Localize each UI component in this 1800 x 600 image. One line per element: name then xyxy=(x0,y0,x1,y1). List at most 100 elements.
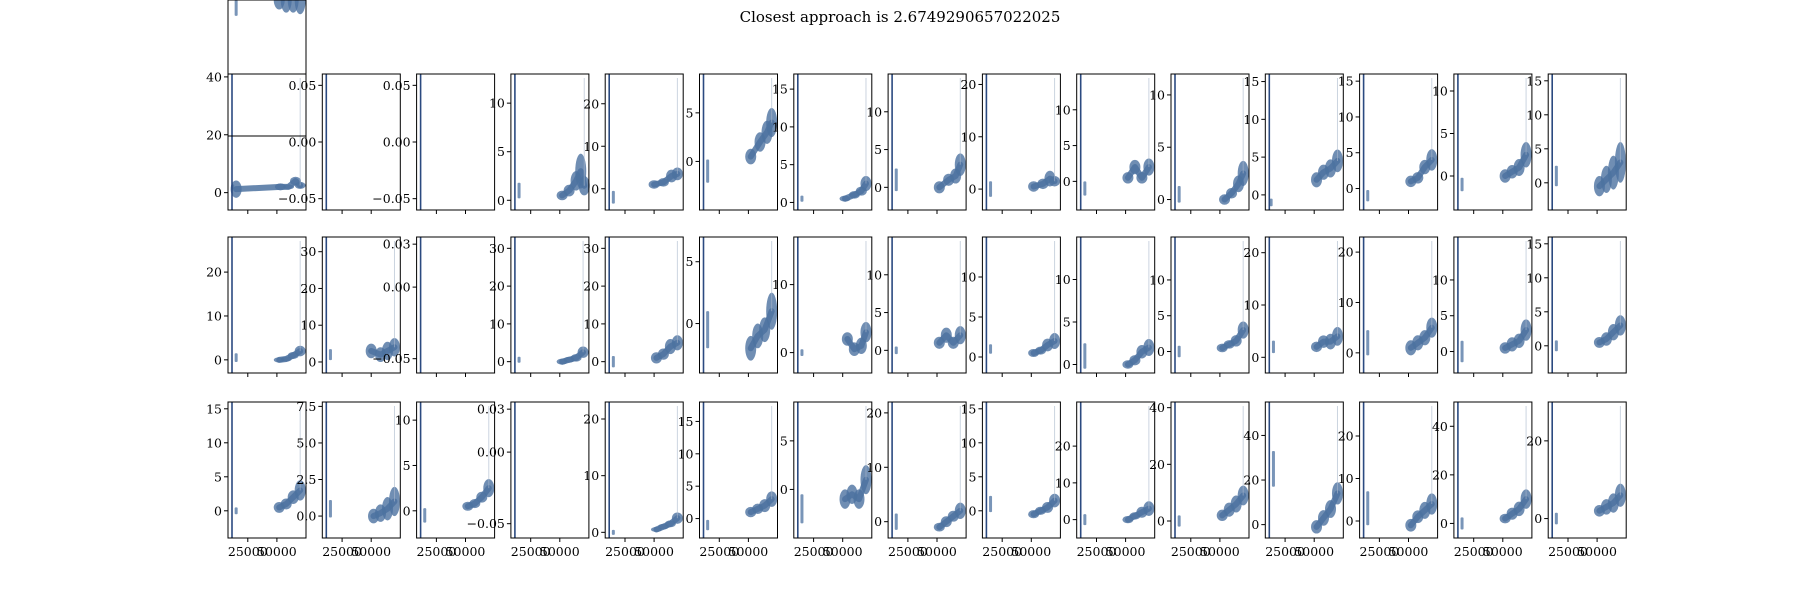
y-tick-label: 0 xyxy=(214,352,222,367)
y-tick-label: 0 xyxy=(591,181,599,196)
y-tick-label: 0 xyxy=(1063,174,1071,189)
subplot-1-9: 0 10 20 xyxy=(960,73,1061,214)
y-tick-label: 10 xyxy=(206,308,222,323)
y-tick-label: 5 xyxy=(780,433,788,448)
y-tick-label: 20 xyxy=(300,281,316,296)
y-tick-label: 0 xyxy=(1440,344,1448,359)
subplot-2-2: 0 10 20 30 xyxy=(300,236,401,377)
y-tick-label: 0.03 xyxy=(477,402,505,417)
y-tick-label: 0 xyxy=(1157,192,1165,207)
y-tick-label: 10 xyxy=(1338,471,1354,486)
y-tick-label: −0.05 xyxy=(467,516,505,531)
y-tick-label: 7.5 xyxy=(296,399,316,414)
scatter-band xyxy=(1407,501,1435,529)
y-tick-label: 10 xyxy=(960,435,976,450)
y-tick-label: 0 xyxy=(686,316,694,331)
axes-frame xyxy=(416,401,496,539)
x-tick-label: 25000 xyxy=(699,544,739,559)
subplot-2-13: 0 10 20 xyxy=(1338,236,1439,377)
scatter-point xyxy=(1177,345,1181,358)
x-tick-label: 50000 xyxy=(1200,544,1240,559)
subplot-2-9: 0 5 10 xyxy=(960,236,1061,377)
y-tick-label: 15 xyxy=(1243,74,1259,89)
y-tick-label: 20 xyxy=(1338,429,1354,444)
axes-frame xyxy=(981,401,1061,539)
axes-frame xyxy=(227,0,307,137)
y-tick-label: 0 xyxy=(780,195,788,210)
y-tick-label: 10 xyxy=(489,96,505,111)
x-tick-label: 50000 xyxy=(1011,544,1051,559)
y-tick-label: 0 xyxy=(874,514,882,529)
y-tick-label: 0 xyxy=(403,503,411,518)
axes-frame xyxy=(1547,73,1627,211)
axes-frame xyxy=(1453,236,1533,374)
axes-frame xyxy=(793,73,873,211)
x-tick-label: 50000 xyxy=(1577,544,1617,559)
axes-frame xyxy=(699,401,778,539)
y-tick-label: 10 xyxy=(1432,272,1448,287)
scatter-point xyxy=(1177,185,1181,203)
y-tick-label: 0 xyxy=(214,185,222,200)
scatter-band xyxy=(1221,170,1247,203)
y-tick-label: 10 xyxy=(772,119,788,134)
scatter-point xyxy=(1554,340,1558,352)
scatter-band xyxy=(936,332,964,346)
y-tick-label: 0 xyxy=(214,503,222,518)
scatter-band xyxy=(936,507,964,531)
x-tick-label: 50000 xyxy=(1106,544,1146,559)
x-tick-label: 50000 xyxy=(257,544,297,559)
y-tick-label: 0 xyxy=(497,193,505,208)
scatter-band xyxy=(651,170,681,188)
y-tick-label: 5 xyxy=(686,479,694,494)
scatter-point xyxy=(1269,198,1273,207)
subplot-1-4: 0 5 10 xyxy=(489,73,590,214)
x-tick-label: 50000 xyxy=(540,544,580,559)
subplot-2-12: 0 10 20 xyxy=(1243,236,1344,377)
y-tick-label: 2.5 xyxy=(296,472,316,487)
y-tick-label: 0 xyxy=(1440,169,1448,184)
scatter-point xyxy=(1460,177,1464,192)
y-tick-label: 20 xyxy=(1432,467,1448,482)
axes-frame xyxy=(1170,73,1250,211)
y-tick-label: 10 xyxy=(866,104,882,119)
y-tick-label: 0.03 xyxy=(383,237,411,252)
scatter-band xyxy=(842,476,869,503)
y-tick-label: 10 xyxy=(678,446,694,461)
y-tick-label: 10 xyxy=(1432,84,1448,99)
scatter-band xyxy=(1502,496,1530,522)
y-tick-label: 5 xyxy=(1440,126,1448,141)
y-tick-label: 0 xyxy=(308,354,316,369)
y-tick-label: 5 xyxy=(1063,315,1071,330)
scatter-band xyxy=(1030,175,1058,190)
y-tick-label: 0 xyxy=(1534,175,1542,190)
scatter-band xyxy=(1030,338,1058,356)
axes-frame xyxy=(699,73,778,211)
scatter-point xyxy=(989,344,993,354)
subplot-2-11: 0 5 10 xyxy=(1149,236,1250,377)
y-tick-label: 10 xyxy=(395,413,411,428)
x-tick-label: 25000 xyxy=(1171,544,1211,559)
axes-frame xyxy=(887,236,967,374)
scatter-point xyxy=(706,159,710,183)
x-tick-label: 25000 xyxy=(511,544,551,559)
scatter-band xyxy=(1124,344,1152,368)
y-tick-label: 20 xyxy=(489,279,505,294)
y-tick-label: 0 xyxy=(1157,514,1165,529)
axes-frame xyxy=(1170,236,1250,374)
x-tick-label: 25000 xyxy=(794,544,834,559)
y-tick-label: 10 xyxy=(1243,298,1259,313)
axes-frame xyxy=(1547,401,1627,539)
subplot-2-5: 0 10 20 30 xyxy=(583,236,684,377)
axes-frame xyxy=(1547,236,1627,374)
scatter-point xyxy=(1271,451,1275,487)
y-tick-label: 10 xyxy=(1149,87,1165,102)
axes-frame xyxy=(604,401,684,539)
y-tick-label: −0.05 xyxy=(372,191,410,206)
axes-frame xyxy=(321,401,401,539)
scatter-point xyxy=(1083,343,1087,369)
